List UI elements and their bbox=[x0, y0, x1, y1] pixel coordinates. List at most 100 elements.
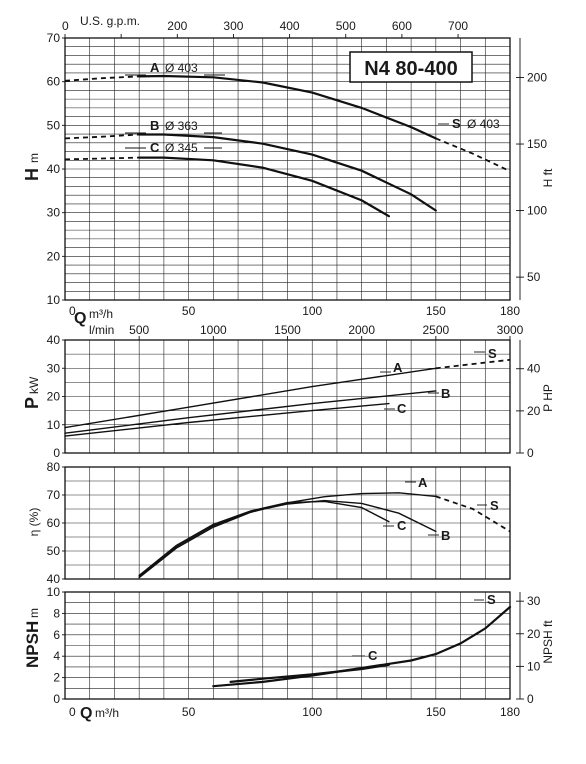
label-head-C: C bbox=[150, 140, 160, 155]
y-tick-label: 8 bbox=[53, 606, 60, 620]
y-tick-label: 40 bbox=[47, 333, 61, 347]
gpm-tick-label: 600 bbox=[392, 19, 412, 33]
label-npsh-C: C bbox=[368, 648, 378, 663]
label-head-C-dia: Ø 345 bbox=[165, 141, 198, 155]
label-eff-B: B bbox=[441, 528, 450, 543]
q-tick-mid: 180 bbox=[500, 304, 520, 318]
q-tick-mid: 100 bbox=[302, 304, 322, 318]
head-ft-tick-label: 200 bbox=[527, 70, 547, 84]
curve-A-dashed bbox=[64, 75, 140, 82]
q-axis-label-mid: Q bbox=[74, 310, 86, 327]
gpm-tick-label: 300 bbox=[223, 19, 243, 33]
lmin-tick-label: 2500 bbox=[422, 323, 449, 337]
gpm-tick-label: 700 bbox=[448, 19, 468, 33]
gpm-tick-label: 0 bbox=[62, 19, 69, 33]
gpm-tick-label: 400 bbox=[280, 19, 300, 33]
y-tick-label: 80 bbox=[47, 460, 61, 474]
lmin-axis-unit: l/min bbox=[89, 323, 114, 337]
y-tick-label: 10 bbox=[47, 585, 61, 599]
y-tick-label: 70 bbox=[47, 31, 61, 45]
npsh-ft-tick-label: 10 bbox=[527, 659, 541, 673]
curve-B-dashed bbox=[64, 133, 140, 140]
npsh-ylabel: NPSH bbox=[23, 621, 42, 668]
y-tick-label: 4 bbox=[53, 649, 60, 663]
usgpm-axis-label: U.S. g.p.m. bbox=[80, 14, 140, 28]
lmin-tick-label: 1500 bbox=[274, 323, 301, 337]
power-ylabel: P bbox=[22, 397, 42, 409]
npsh-ylabel-unit: m bbox=[27, 608, 41, 618]
power-hp-tick-label: 20 bbox=[527, 404, 541, 418]
npsh-ft-tick-label: 0 bbox=[527, 692, 534, 706]
head-ylabel: H bbox=[22, 168, 42, 181]
npsh-y2label: NPSH ft bbox=[541, 620, 555, 664]
label-power-A: A bbox=[393, 360, 403, 375]
label-head-A: A bbox=[150, 60, 160, 75]
gpm-tick-label: 500 bbox=[336, 19, 356, 33]
y-tick-label: 30 bbox=[47, 206, 61, 220]
npsh-ft-tick-label: 30 bbox=[527, 594, 541, 608]
q-tick-bottom: 50 bbox=[182, 705, 196, 719]
label-eff-C: C bbox=[397, 518, 407, 533]
head-ft-tick-label: 150 bbox=[527, 137, 547, 151]
curve-A-extension bbox=[435, 495, 511, 533]
label-head-B: B bbox=[150, 118, 159, 133]
y-tick-label: 10 bbox=[47, 293, 61, 307]
curve-A bbox=[64, 367, 437, 429]
y-tick-label: 50 bbox=[47, 544, 61, 558]
curve-S bbox=[212, 605, 512, 688]
y-tick-label: 60 bbox=[47, 75, 61, 89]
q-tick-bottom: 0 bbox=[69, 705, 76, 719]
power-y2label: P HP bbox=[541, 384, 555, 412]
head-ft-tick-label: 50 bbox=[527, 270, 541, 284]
curve-A bbox=[138, 74, 437, 140]
curve-C bbox=[229, 663, 390, 683]
y-tick-label: 6 bbox=[53, 628, 60, 642]
y-tick-label: 40 bbox=[47, 572, 61, 586]
power-hp-tick-label: 40 bbox=[527, 362, 541, 376]
power-hp-tick-label: 0 bbox=[527, 446, 534, 460]
label-power-S: S bbox=[488, 346, 497, 361]
y-tick-label: 0 bbox=[53, 446, 60, 460]
q-tick-mid: 0 bbox=[69, 304, 76, 318]
label-power-C: C bbox=[397, 401, 407, 416]
curve-C bbox=[138, 156, 390, 218]
gpm-tick-label: 200 bbox=[167, 19, 187, 33]
curves bbox=[64, 74, 512, 688]
q-tick-mid: 50 bbox=[182, 304, 196, 318]
y-tick-label: 50 bbox=[47, 118, 61, 132]
label-eff-A: A bbox=[418, 475, 428, 490]
panel-frame bbox=[64, 591, 511, 700]
title-box bbox=[349, 51, 473, 83]
curve-B bbox=[138, 133, 437, 212]
q-tick-mid: 150 bbox=[426, 304, 446, 318]
head-ylabel-unit: m bbox=[27, 153, 41, 163]
q-axis-unit-bottom: m³/h bbox=[95, 706, 119, 720]
label-eff-S: S bbox=[490, 498, 499, 513]
lmin-tick-label: 2000 bbox=[348, 323, 375, 337]
q-tick-bottom: 100 bbox=[302, 705, 322, 719]
y-tick-label: 0 bbox=[53, 692, 60, 706]
y-tick-label: 30 bbox=[47, 361, 61, 375]
label-power-B: B bbox=[441, 386, 450, 401]
curve-C bbox=[64, 402, 390, 437]
y-tick-label: 60 bbox=[47, 516, 61, 530]
curve-B bbox=[64, 390, 437, 434]
lmin-tick-label: 1000 bbox=[200, 323, 227, 337]
q-tick-bottom: 150 bbox=[426, 705, 446, 719]
label-leaders bbox=[125, 74, 487, 657]
y-tick-label: 20 bbox=[47, 390, 61, 404]
y-tick-label: 20 bbox=[47, 249, 61, 263]
q-axis-unit-mid: m³/h bbox=[89, 307, 113, 321]
q-axis-label-bottom: Q bbox=[80, 705, 92, 722]
head-y2label: H ft bbox=[541, 168, 555, 187]
label-head-B-dia: Ø 363 bbox=[165, 119, 198, 133]
y-tick-label: 2 bbox=[53, 671, 60, 685]
curve-B bbox=[138, 499, 437, 577]
label-head-S-dia: Ø 403 bbox=[467, 117, 500, 131]
curve-C bbox=[138, 500, 390, 577]
q-tick-bottom: 180 bbox=[500, 705, 520, 719]
lmin-tick-label: 3000 bbox=[497, 323, 524, 337]
npsh-ft-tick-label: 20 bbox=[527, 627, 541, 641]
label-head-S: S bbox=[452, 116, 461, 131]
